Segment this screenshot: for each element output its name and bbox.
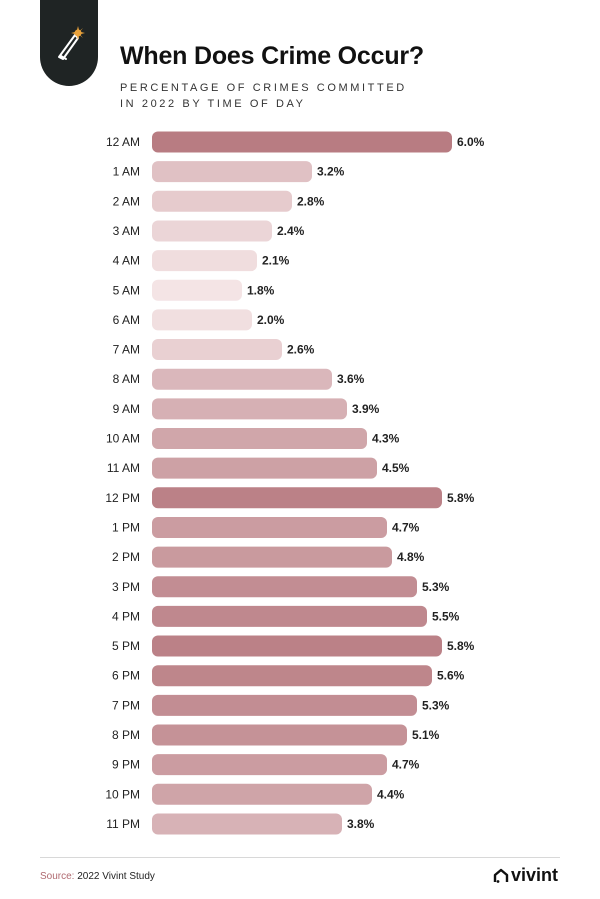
value-label: 5.8% [447, 639, 475, 653]
bar [152, 576, 417, 598]
chart-title: When Does Crime Occur? [120, 42, 424, 70]
bar [152, 309, 252, 331]
category-label: 7 PM [112, 698, 140, 712]
bar [152, 428, 367, 449]
source-key: Source: [40, 871, 75, 882]
value-label: 4.8% [397, 550, 425, 564]
bar [152, 190, 292, 212]
value-label: 5.5% [432, 609, 460, 623]
subtitle-line-1: PERCENTAGE OF CRIMES COMMITTED [120, 82, 407, 94]
value-label: 5.6% [437, 669, 465, 683]
bar [152, 368, 332, 390]
footer-divider [40, 857, 560, 858]
value-label: 3.8% [347, 817, 375, 831]
value-label: 4.7% [392, 758, 420, 772]
category-label: 3 PM [112, 580, 140, 594]
value-label: 6.0% [457, 135, 485, 149]
category-label: 1 AM [113, 165, 140, 179]
value-label: 4.7% [392, 520, 420, 534]
category-label: 8 PM [112, 728, 140, 742]
category-label: 9 AM [113, 402, 140, 416]
category-label: 11 AM [107, 461, 140, 475]
bar [152, 131, 452, 153]
bar [152, 635, 442, 657]
value-label: 3.6% [337, 372, 365, 386]
brand-logo: vivint [493, 865, 558, 886]
value-label: 3.9% [352, 402, 380, 416]
category-label: 3 AM [113, 224, 140, 238]
bar [152, 516, 387, 538]
category-label: 10 AM [106, 432, 140, 446]
bar [152, 754, 387, 776]
category-label: 11 PM [106, 817, 140, 831]
category-label: 5 PM [112, 639, 140, 653]
category-label: 2 PM [112, 550, 140, 564]
category-label: 12 PM [105, 491, 140, 505]
category-label: 2 AM [113, 194, 140, 208]
source-note: Source: 2022 Vivint Study [40, 871, 155, 882]
value-label: 5.8% [447, 491, 475, 505]
bar [152, 694, 417, 716]
value-label: 2.4% [277, 224, 305, 238]
bar [152, 665, 432, 687]
subtitle-line-2: IN 2022 BY TIME OF DAY [120, 98, 306, 110]
brand-name: vivint [510, 865, 558, 885]
source-value: 2022 Vivint Study [77, 871, 155, 882]
bar [152, 339, 282, 361]
value-label: 2.8% [297, 194, 325, 208]
value-label: 4.5% [382, 461, 410, 475]
value-label: 1.8% [247, 283, 275, 297]
value-label: 3.2% [317, 165, 345, 179]
bar [152, 250, 257, 272]
bar [152, 724, 407, 746]
bar [152, 220, 272, 242]
category-label: 8 AM [113, 372, 140, 386]
value-label: 2.1% [262, 254, 290, 268]
category-label: 5 AM [113, 283, 140, 297]
value-label: 4.4% [377, 787, 405, 801]
house-icon [493, 868, 509, 883]
category-label: 6 AM [113, 313, 140, 327]
category-label: 7 AM [113, 343, 140, 357]
knife-icon [58, 26, 85, 60]
category-label: 9 PM [112, 758, 140, 772]
value-label: 5.1% [412, 728, 440, 742]
category-label: 4 AM [113, 254, 140, 268]
chart-subtitle: PERCENTAGE OF CRIMES COMMITTED IN 2022 B… [120, 80, 460, 112]
bar [152, 398, 347, 420]
value-label: 5.3% [422, 698, 450, 712]
bar [152, 813, 342, 835]
bar [152, 546, 392, 568]
bar [152, 457, 377, 479]
bar [152, 279, 242, 301]
value-label: 2.6% [287, 343, 315, 357]
category-label: 6 PM [112, 669, 140, 683]
category-label: 10 PM [105, 787, 140, 801]
category-label: 12 AM [106, 135, 140, 149]
category-label: 1 PM [112, 520, 140, 534]
category-label: 4 PM [112, 609, 140, 623]
bar [152, 161, 312, 183]
value-label: 5.3% [422, 580, 450, 594]
bar [152, 487, 442, 509]
value-label: 4.3% [372, 432, 400, 446]
header-badge [40, 0, 98, 86]
bar-chart: 12 AM 6.0% 1 AM 3.2% 2 AM 2.8% 3 AM 2.4% 4 AM 2.1… [105, 131, 485, 835]
bar [152, 783, 372, 805]
bar [152, 605, 427, 627]
value-label: 2.0% [257, 313, 285, 327]
